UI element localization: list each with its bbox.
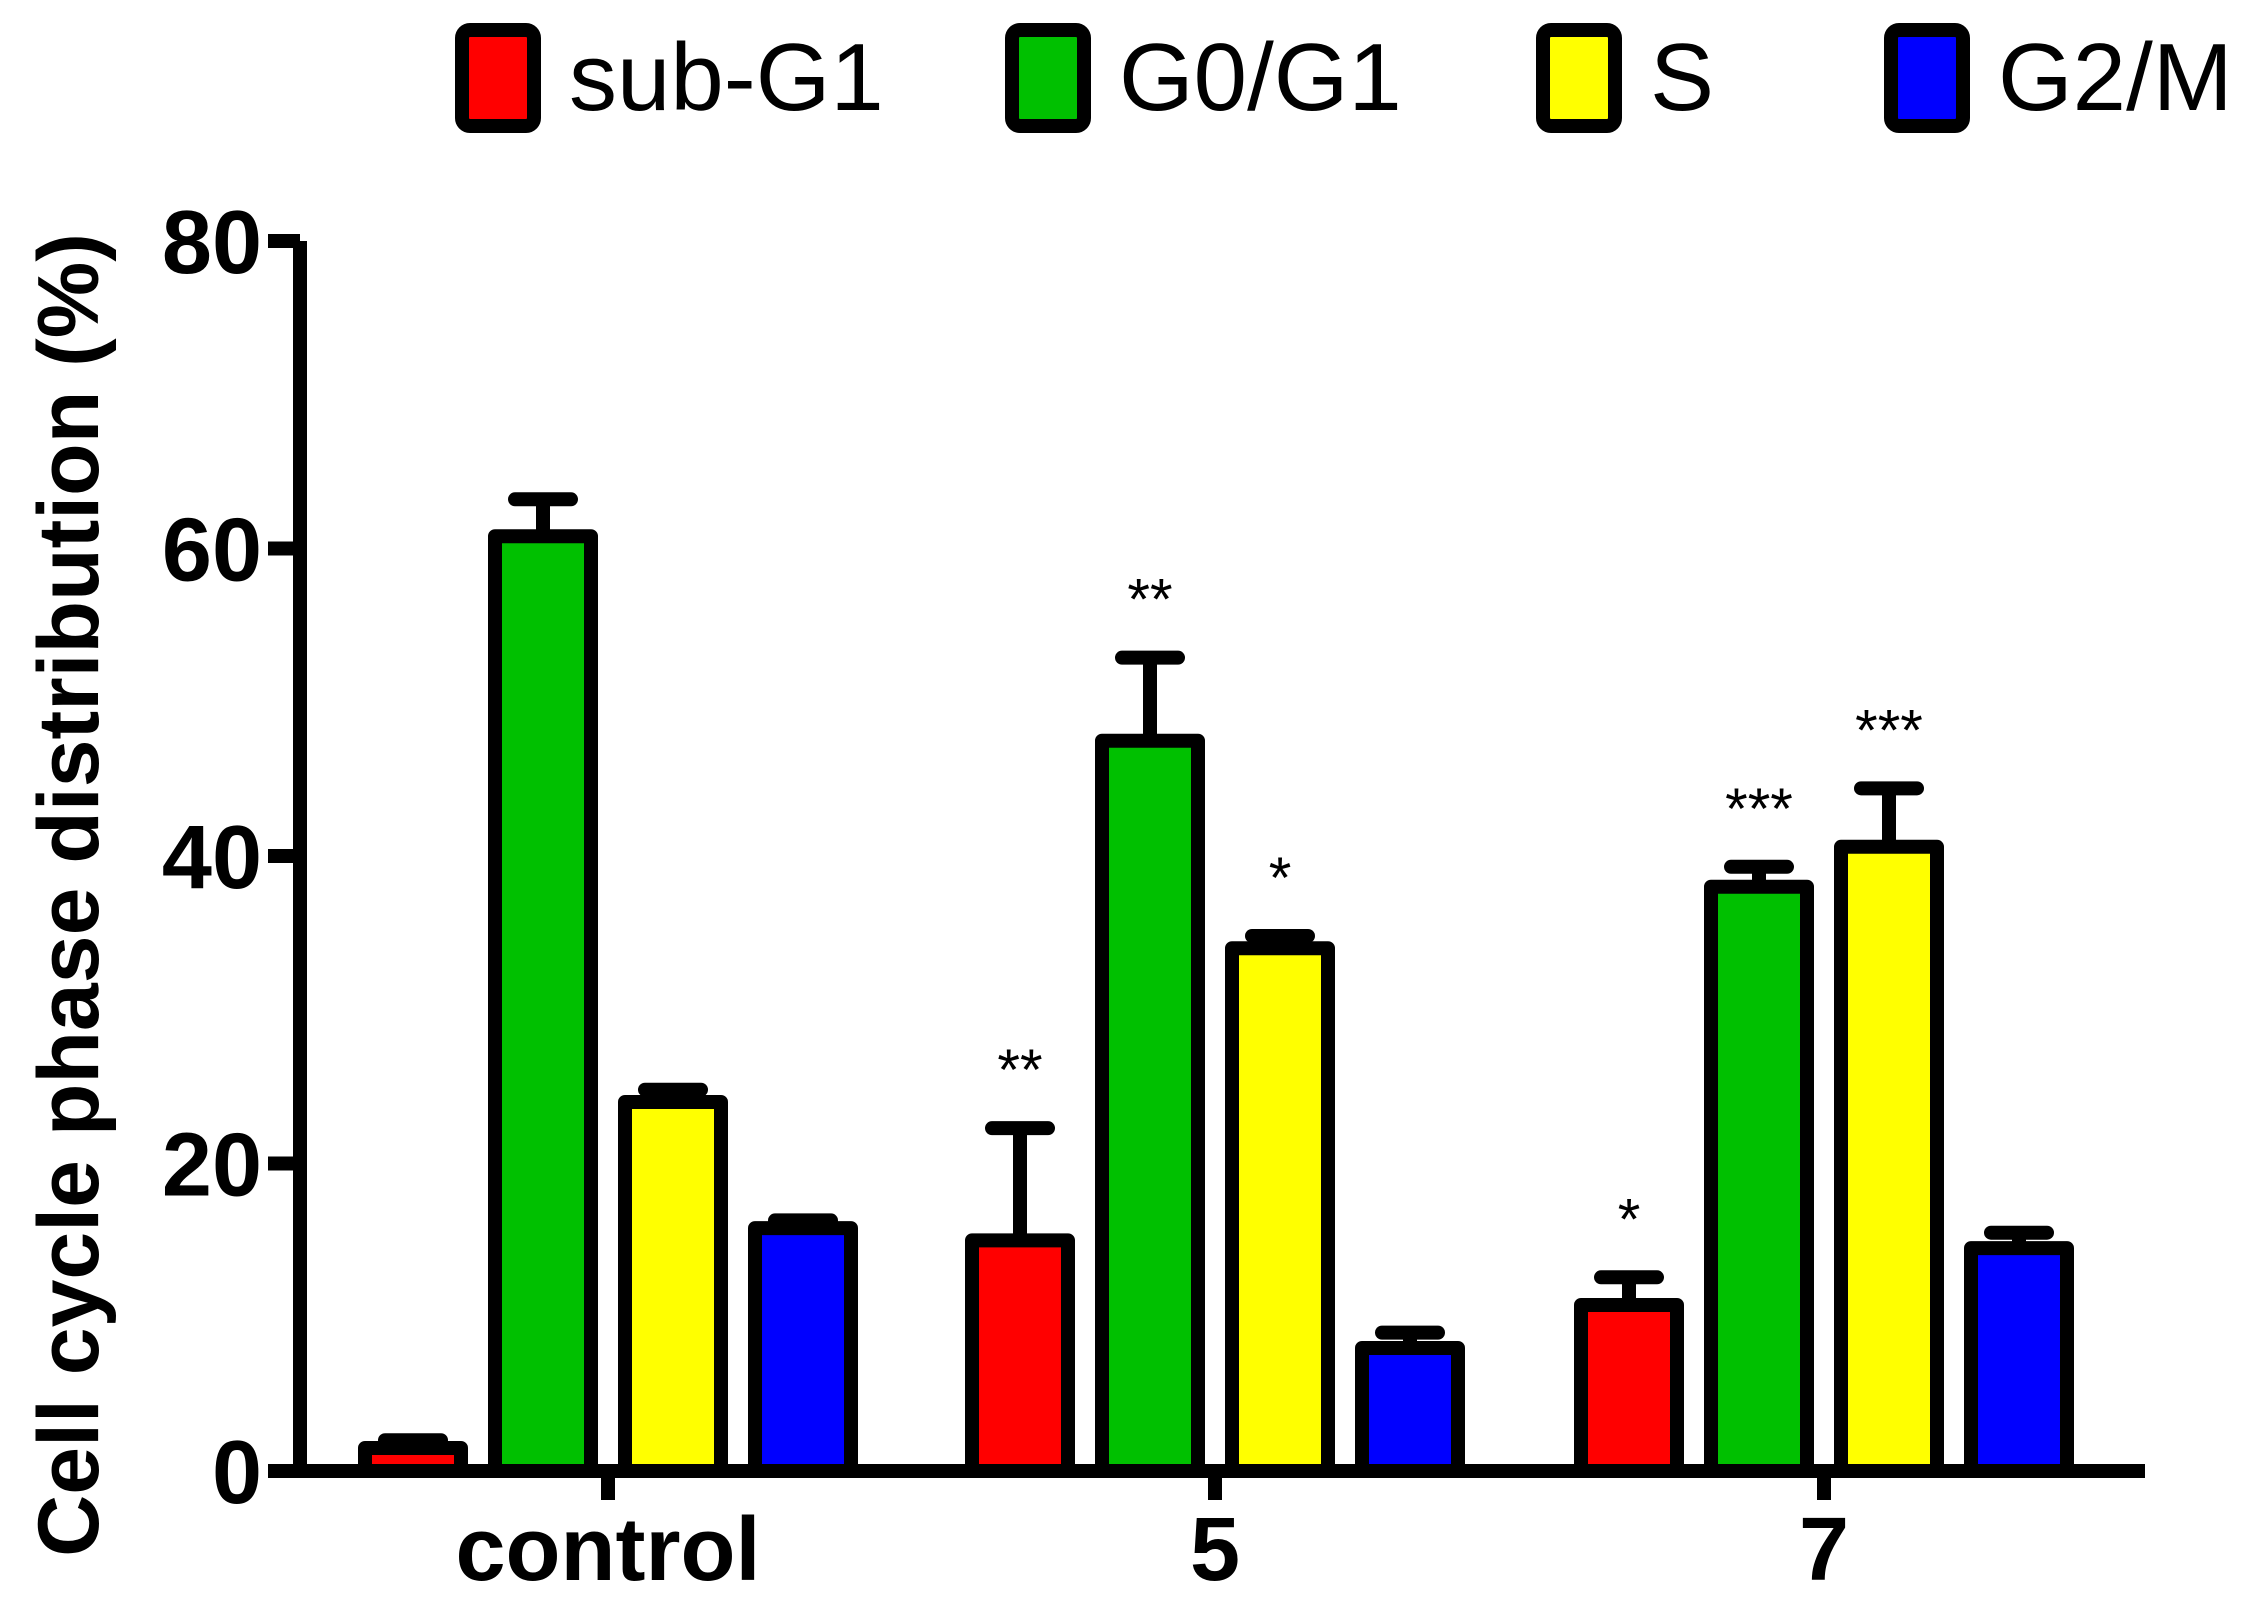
- y-tick-label: 80: [162, 193, 262, 293]
- y-tick-label: 0: [212, 1423, 262, 1523]
- legend-label: G0/G1: [1119, 24, 1402, 131]
- legend-swatch-g2-m: [1884, 23, 1970, 133]
- significance-marker: ***: [1725, 777, 1793, 842]
- legend-swatch-s: [1536, 23, 1622, 133]
- legend-swatch-g0-g1: [1005, 23, 1091, 133]
- bar-s-control: [618, 1095, 728, 1478]
- y-ticks: 0 20 40 60 80: [162, 193, 300, 1523]
- significance-marker: **: [997, 1038, 1042, 1103]
- error-bars: [378, 492, 2054, 1448]
- y-tick-label: 60: [162, 501, 262, 601]
- legend-label: S: [1650, 24, 1714, 131]
- significance-markers: ************: [997, 568, 1922, 1253]
- y-tick-label: 20: [162, 1116, 262, 1216]
- x-tick-label: 5: [1190, 1500, 1240, 1600]
- significance-marker: *: [1269, 846, 1292, 911]
- bar-s-7: [1834, 839, 1944, 1478]
- x-tick-label: control: [456, 1500, 761, 1600]
- y-axis-label: Cell cycle phase distribution (%): [21, 233, 117, 1557]
- bar-sub-g1-5: [965, 1233, 1075, 1478]
- x-ticks: control 5 7: [456, 1471, 1849, 1600]
- bar-g2-m-5: [1355, 1341, 1465, 1478]
- bar-g0-g1-5: [1095, 733, 1205, 1478]
- legend-swatch-sub-g1: [455, 23, 541, 133]
- significance-marker: *: [1618, 1187, 1641, 1252]
- bar-g2-m-control: [748, 1221, 858, 1478]
- bars: [358, 529, 2074, 1478]
- bar-g0-g1-7: [1704, 879, 1814, 1478]
- legend-label: G2/M: [1998, 24, 2233, 131]
- significance-marker: ***: [1855, 698, 1923, 763]
- bar-g0-g1-control: [488, 529, 598, 1478]
- legend: sub-G1 G0/G1 S G2/M: [455, 23, 2233, 133]
- bar-g2-m-7: [1964, 1241, 2074, 1478]
- legend-label: sub-G1: [569, 24, 884, 131]
- y-tick-label: 40: [162, 808, 262, 908]
- x-tick-label: 7: [1799, 1500, 1849, 1600]
- bar-s-5: [1225, 941, 1335, 1478]
- bar-sub-g1-7: [1574, 1297, 1684, 1478]
- significance-marker: **: [1127, 568, 1172, 633]
